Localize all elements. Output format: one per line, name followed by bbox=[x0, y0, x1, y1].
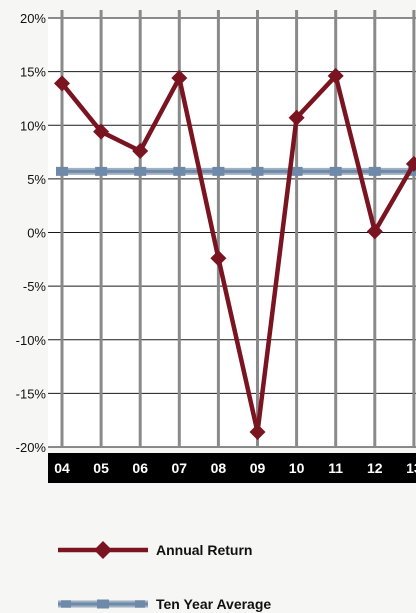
y-tick-label: 5% bbox=[27, 172, 46, 187]
legend-label: Annual Return bbox=[156, 542, 252, 558]
y-tick-label: 20% bbox=[20, 11, 46, 26]
x-tick-label: 08 bbox=[211, 460, 227, 476]
data-point bbox=[93, 123, 110, 140]
series-ten-year-average bbox=[56, 166, 416, 176]
y-tick-label: -10% bbox=[16, 333, 47, 348]
x-tick-label: 10 bbox=[289, 460, 305, 476]
legend-label: Ten Year Average bbox=[156, 596, 271, 612]
data-point bbox=[97, 599, 109, 609]
y-tick-label: -20% bbox=[16, 440, 47, 455]
data-point bbox=[288, 109, 305, 126]
data-point bbox=[61, 600, 71, 608]
data-point bbox=[249, 423, 266, 440]
legend-item: Annual Return bbox=[58, 541, 252, 559]
x-tick-label: 07 bbox=[172, 460, 188, 476]
data-point bbox=[173, 166, 186, 176]
x-tick-label: 05 bbox=[93, 460, 109, 476]
y-axis-tick-labels: 20% 15% 10% 5% 0% -5% -10% -15% -20% bbox=[16, 11, 47, 455]
series-annual-return bbox=[54, 67, 416, 440]
data-point bbox=[95, 166, 108, 176]
horizontal-gridlines bbox=[48, 17, 416, 448]
data-point bbox=[54, 75, 70, 92]
x-axis-tick-labels: 04 05 06 07 08 09 10 11 12 13 bbox=[54, 460, 416, 476]
legend-item: Ten Year Average bbox=[58, 596, 271, 612]
x-tick-label: 04 bbox=[54, 460, 70, 476]
legend: Annual Return Ten Year Average bbox=[58, 541, 271, 612]
x-tick-label: 12 bbox=[367, 460, 383, 476]
data-point bbox=[56, 166, 68, 176]
data-point bbox=[212, 166, 225, 176]
data-point bbox=[171, 70, 188, 87]
x-tick-label: 09 bbox=[250, 460, 266, 476]
x-axis-band-rect bbox=[48, 453, 416, 483]
data-point bbox=[251, 166, 264, 176]
y-tick-label: 15% bbox=[20, 65, 46, 80]
series-line bbox=[60, 71, 416, 433]
data-point bbox=[132, 142, 149, 159]
data-point bbox=[210, 250, 227, 267]
data-point bbox=[94, 541, 112, 559]
x-tick-label: 06 bbox=[132, 460, 148, 476]
y-tick-label: 10% bbox=[20, 118, 46, 133]
x-tick-label: 11 bbox=[328, 460, 343, 476]
data-point bbox=[134, 166, 147, 176]
series-layer bbox=[54, 67, 416, 440]
vertical-gridlines bbox=[60, 10, 416, 447]
data-point bbox=[368, 166, 381, 176]
data-point bbox=[135, 600, 145, 608]
data-point bbox=[329, 166, 342, 176]
data-point bbox=[405, 155, 416, 172]
data-point bbox=[366, 223, 383, 240]
data-point bbox=[327, 67, 344, 84]
data-point bbox=[290, 166, 303, 176]
y-tick-label: -15% bbox=[16, 386, 47, 401]
x-axis-band bbox=[48, 453, 416, 483]
y-tick-label: 0% bbox=[27, 226, 46, 241]
y-tick-label: -5% bbox=[23, 279, 47, 294]
x-tick-label: 13 bbox=[406, 460, 416, 476]
